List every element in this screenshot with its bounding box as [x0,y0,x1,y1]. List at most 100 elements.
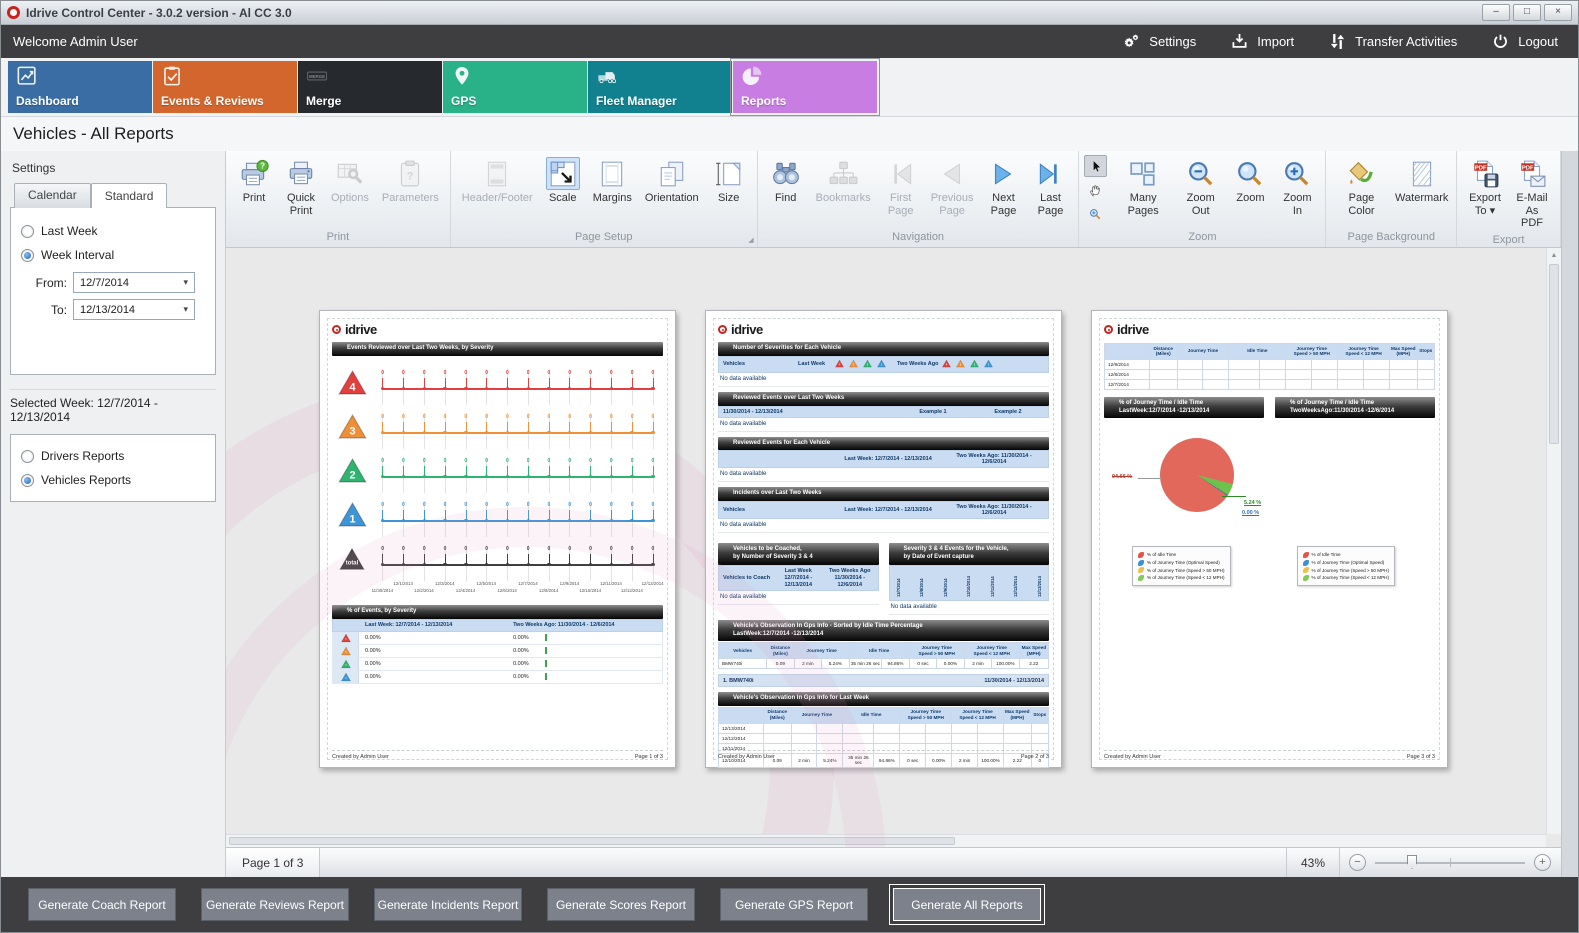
severity-4-triangle-icon: 4 [332,368,372,397]
zoom-region-icon [1088,207,1103,222]
generate-all-reports-button[interactable]: Generate All Reports [889,884,1045,925]
scale-button[interactable]: Scale [540,154,586,207]
marker-stem [403,421,405,433]
marker-stem [611,553,613,565]
gps-column-header: Stops [1030,706,1050,724]
zoom-slider[interactable] [1375,854,1525,871]
transfer-activities-label: Transfer Activities [1355,34,1458,49]
marker-stem [403,553,405,565]
zoom-in-button[interactable]: + [1534,854,1551,871]
data-point-value: 0 [443,501,447,508]
many-pages-button[interactable]: Many Pages [1112,154,1173,219]
tab-standard[interactable]: Standard [90,183,168,208]
transfer-activities-button[interactable]: Transfer Activities [1328,32,1457,51]
vertical-scrollbar[interactable]: ▲ [1546,248,1561,834]
import-button[interactable]: Import [1230,32,1294,51]
margins-button[interactable]: Margins [587,154,638,207]
radio-last-week[interactable]: Last Week [21,224,205,238]
ribbon-button-label: Bookmarks [815,192,871,204]
data-point [651,562,655,567]
tab-fleet-manager[interactable]: Fleet Manager [588,61,732,113]
report-section-header: % of Journey Time / Idle Time TwoWeeksAg… [1275,396,1435,419]
quick-print-button[interactable]: Quick Print [278,154,324,219]
size-button[interactable]: Size [706,154,752,207]
last-page-button[interactable]: Last Page [1027,154,1073,219]
tab-calendar[interactable]: Calendar [14,183,91,208]
maximize-button[interactable]: □ [1513,4,1541,21]
print-button[interactable]: ? Print [231,154,277,207]
tab-reports[interactable]: Reports [730,58,880,116]
generate-incidents-report-button[interactable]: Generate Incidents Report [374,888,522,921]
tab-dashboard[interactable]: Dashboard [8,61,152,113]
data-point-value: 0 [485,457,488,464]
size-icon [714,159,744,189]
gps-table-row: 12/8/2014 [1104,368,1436,380]
data-point-value: 0 [589,501,592,508]
legend-label: % of Idle Time [1147,552,1177,558]
page-color-button[interactable]: Page Color [1331,154,1391,219]
pct-bar [544,660,547,668]
watermark-button[interactable]: Watermark [1392,154,1451,207]
zoom-out-button[interactable]: Zoom Out [1175,154,1227,219]
svg-text:4: 4 [839,363,841,366]
close-button[interactable]: × [1544,4,1572,21]
zoom-out-button[interactable]: − [1349,854,1366,871]
tab-merge[interactable]: MERGE Merge [298,61,442,113]
ribbon-group-label: Zoom [1188,231,1217,243]
radio-label: Vehicles Reports [41,473,132,487]
dialog-launcher-icon[interactable]: ◢ [748,237,754,244]
logout-button[interactable]: Logout [1491,32,1558,51]
generate-coach-report-button[interactable]: Generate Coach Report [28,888,176,921]
gps-column-header: Max Speed (MPH) [1002,706,1032,724]
zoom-in-button[interactable]: Zoom In [1274,154,1320,219]
welcome-text: Welcome Admin User [13,34,138,49]
pointer-tool-button[interactable] [1084,155,1108,177]
marker-stem [611,465,613,477]
data-point-value: 0 [485,369,488,376]
from-date-select[interactable]: 12/7/2014 ▾ [73,272,195,293]
page-title: Vehicles - All Reports [1,117,1578,151]
radio-week-interval[interactable]: Week Interval [21,248,205,262]
ribbon-group-label: Navigation [892,231,945,243]
page-color-icon [1346,159,1376,189]
gps-icon [451,65,473,87]
data-point [651,518,655,523]
vertical-scroll-thumb[interactable] [1549,264,1559,444]
zoom-slider-thumb[interactable] [1407,855,1417,869]
tab-gps[interactable]: GPS [443,61,587,113]
generate-reviews-report-button[interactable]: Generate Reviews Report [201,888,349,921]
export-to-button[interactable]: PDF Export To ▾ [1462,154,1508,219]
generate-gps-report-button[interactable]: Generate GPS Report [720,888,868,921]
idrive-logo-text: idrive [731,322,763,337]
pie-label-idle: 94.66 % [1112,474,1133,481]
ribbon-button-label: Header/Footer [461,192,533,204]
orientation-button[interactable]: Orientation [639,154,705,207]
to-date-select[interactable]: 12/13/2014 ▾ [73,299,195,320]
find-button[interactable]: Find [763,154,809,207]
radio-vehicles-reports[interactable]: Vehicles Reports [21,473,205,487]
e-mail-as-pdf-button[interactable]: PDF E-Mail As PDF [1509,154,1555,232]
data-point-value: 0 [547,501,551,508]
horizontal-scroll-thumb[interactable] [229,837,955,845]
generate-scores-report-button[interactable]: Generate Scores Report [547,888,695,921]
legend-swatch [1138,559,1144,566]
zoom-button[interactable]: Zoom [1227,154,1273,207]
radio-drivers-reports[interactable]: Drivers Reports [21,449,205,463]
settings-button[interactable]: Settings [1122,32,1196,51]
data-point [464,562,468,567]
next-page-button[interactable]: Next Page [980,154,1026,219]
tab-label: Events & Reviews [161,94,264,108]
hand-tool-button[interactable] [1084,179,1107,201]
ribbon-button-label: Find [774,192,797,204]
severity-icons: 4 3 2 1 [835,359,886,370]
transfer-icon [1328,32,1347,51]
tab-events-reviews[interactable]: Events & Reviews [153,61,297,113]
zoom-region-tool-button[interactable] [1084,203,1107,225]
report-section-header: Vehicles to be Coached, by Number of Sev… [718,543,879,565]
minimize-button[interactable]: – [1482,4,1510,21]
data-point-value: 0 [381,413,385,420]
scroll-up-icon[interactable]: ▲ [1550,252,1558,259]
svg-text:1: 1 [349,514,355,526]
data-point-value: 0 [651,413,655,420]
horizontal-scrollbar[interactable] [226,834,1546,847]
